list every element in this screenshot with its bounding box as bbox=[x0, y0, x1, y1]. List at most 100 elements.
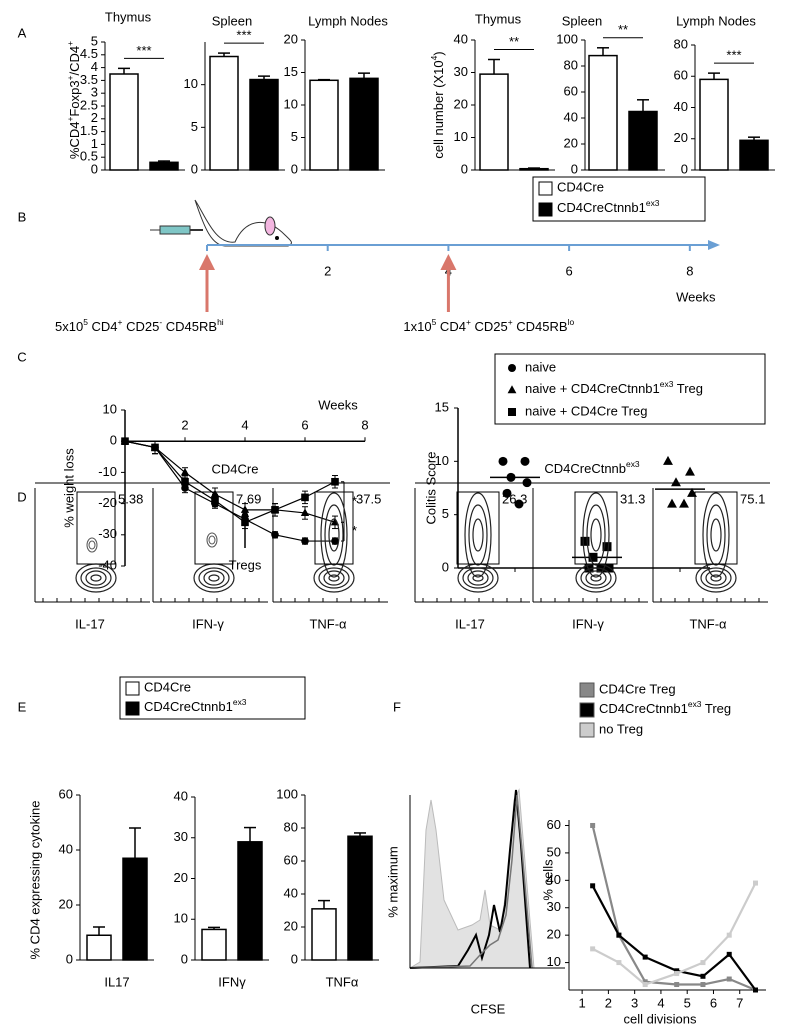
legend-label: naive + CD4Cre Treg bbox=[525, 403, 647, 418]
marker bbox=[271, 531, 279, 539]
text-part: + bbox=[118, 317, 123, 327]
marker bbox=[752, 987, 758, 993]
mouse-body bbox=[194, 199, 292, 247]
y-tick-label: 30 bbox=[174, 829, 188, 844]
gate bbox=[76, 491, 116, 565]
y-tick-label: 10 bbox=[454, 129, 468, 144]
y-tick-label: 5 bbox=[191, 119, 198, 134]
y-tick-label: 30 bbox=[454, 64, 468, 79]
legend-label: CD4CreCtnnb1ex3 bbox=[557, 198, 660, 215]
marker bbox=[300, 508, 310, 516]
legend-label: CD4CreCtnnb1ex3 Treg bbox=[599, 699, 731, 716]
legend-label: CD4Cre bbox=[557, 179, 604, 194]
contour bbox=[203, 570, 225, 586]
contour bbox=[580, 567, 612, 589]
x-axis-label: Weeks bbox=[676, 289, 716, 304]
contour bbox=[472, 574, 484, 582]
y-tick-label: 20 bbox=[547, 927, 561, 942]
error-bar bbox=[208, 926, 220, 930]
y-tick-label: 40 bbox=[174, 788, 188, 803]
annotation: 1x105 CD4+ CD25+ CD45RBlo bbox=[403, 317, 574, 334]
marker bbox=[700, 973, 706, 979]
mouse bbox=[194, 199, 292, 247]
plot-label: IFN-γ bbox=[572, 616, 604, 631]
marker bbox=[726, 951, 732, 957]
marker bbox=[211, 496, 219, 505]
legend-label: CD4CreCtnnb1ex3 bbox=[144, 697, 247, 714]
gate-value: 37.5 bbox=[356, 491, 381, 506]
y-tick-label: 80 bbox=[284, 819, 298, 834]
cfse-histogram bbox=[408, 788, 565, 969]
contour bbox=[700, 567, 732, 589]
y-tick-label: 1.5 bbox=[80, 123, 98, 138]
text-part: ex3 bbox=[646, 198, 660, 208]
x-tick-label: 8 bbox=[361, 418, 368, 433]
y-tick-label: 40 bbox=[564, 109, 578, 124]
x-tick-label: 4 bbox=[657, 995, 664, 1010]
text-part: CD4CreCtnnb1 bbox=[557, 200, 646, 215]
y-axis-label: %CD4+Foxp3+/CD4+ bbox=[65, 41, 82, 159]
marker bbox=[210, 489, 220, 498]
significance-label: * bbox=[352, 493, 357, 508]
bar bbox=[109, 73, 139, 171]
y-tick-label: 0 bbox=[66, 951, 73, 966]
legend-marker bbox=[508, 364, 516, 372]
y-tick-label: 3 bbox=[91, 85, 98, 100]
legend-label: no Treg bbox=[599, 721, 643, 736]
legend-box bbox=[532, 176, 706, 222]
group-title: CD4CreCtnnbex3 bbox=[544, 459, 640, 476]
text-part: naive + CD4CreCtnnb1 bbox=[525, 381, 660, 396]
marker bbox=[642, 979, 648, 985]
gate-value: 31.3 bbox=[620, 491, 645, 506]
legend-label: CD4Cre bbox=[144, 679, 191, 694]
marker bbox=[667, 498, 677, 508]
error-bar bbox=[358, 72, 370, 79]
contour bbox=[324, 504, 344, 566]
y-tick-label: 40 bbox=[59, 841, 73, 856]
legend-swatch bbox=[579, 702, 595, 718]
y-tick-label: 10 bbox=[103, 401, 117, 416]
contour bbox=[208, 574, 220, 582]
category-label: TNFα bbox=[326, 974, 359, 989]
y-tick-label: 60 bbox=[59, 786, 73, 801]
y-tick-label: 20 bbox=[454, 96, 468, 111]
x-axis-label: cell divisions bbox=[624, 1011, 697, 1026]
bar bbox=[249, 78, 279, 171]
x-tick-label: 6 bbox=[566, 263, 573, 278]
error-bar bbox=[637, 99, 649, 112]
contour bbox=[328, 518, 340, 552]
contour bbox=[208, 535, 216, 545]
gate-value: 26.3 bbox=[502, 491, 527, 506]
error-bar bbox=[488, 58, 500, 75]
text-part: 5 bbox=[432, 317, 437, 327]
marker bbox=[121, 437, 129, 445]
marker bbox=[331, 477, 339, 486]
y-tick-label: 10 bbox=[184, 76, 198, 91]
gate bbox=[574, 491, 618, 565]
significance-label: * bbox=[352, 523, 357, 538]
bar bbox=[86, 934, 112, 961]
y-tick-label: 0 bbox=[461, 161, 468, 176]
contour bbox=[323, 570, 345, 586]
panel-letter: C bbox=[17, 349, 26, 364]
error-bar bbox=[597, 47, 609, 56]
y-tick-label: -20 bbox=[98, 495, 117, 510]
x-axis-label: Weeks bbox=[318, 397, 358, 412]
timeline-arrowhead bbox=[708, 240, 720, 250]
significance-label: *** bbox=[236, 28, 251, 43]
category-label: IL17 bbox=[104, 974, 129, 989]
marker bbox=[685, 466, 695, 476]
y-tick-label: 2 bbox=[91, 110, 98, 125]
text-part: CD45RB bbox=[513, 319, 568, 334]
marker bbox=[616, 960, 622, 966]
x-tick-label: 3 bbox=[631, 995, 638, 1010]
chart-title: Lymph Nodes bbox=[676, 13, 756, 28]
contour bbox=[590, 518, 602, 552]
series-line bbox=[124, 440, 336, 524]
gate bbox=[694, 491, 738, 565]
y-axis-label: % cells bbox=[540, 859, 555, 901]
y-tick-label: 40 bbox=[547, 872, 561, 887]
contour bbox=[318, 567, 350, 589]
contour bbox=[586, 504, 606, 566]
